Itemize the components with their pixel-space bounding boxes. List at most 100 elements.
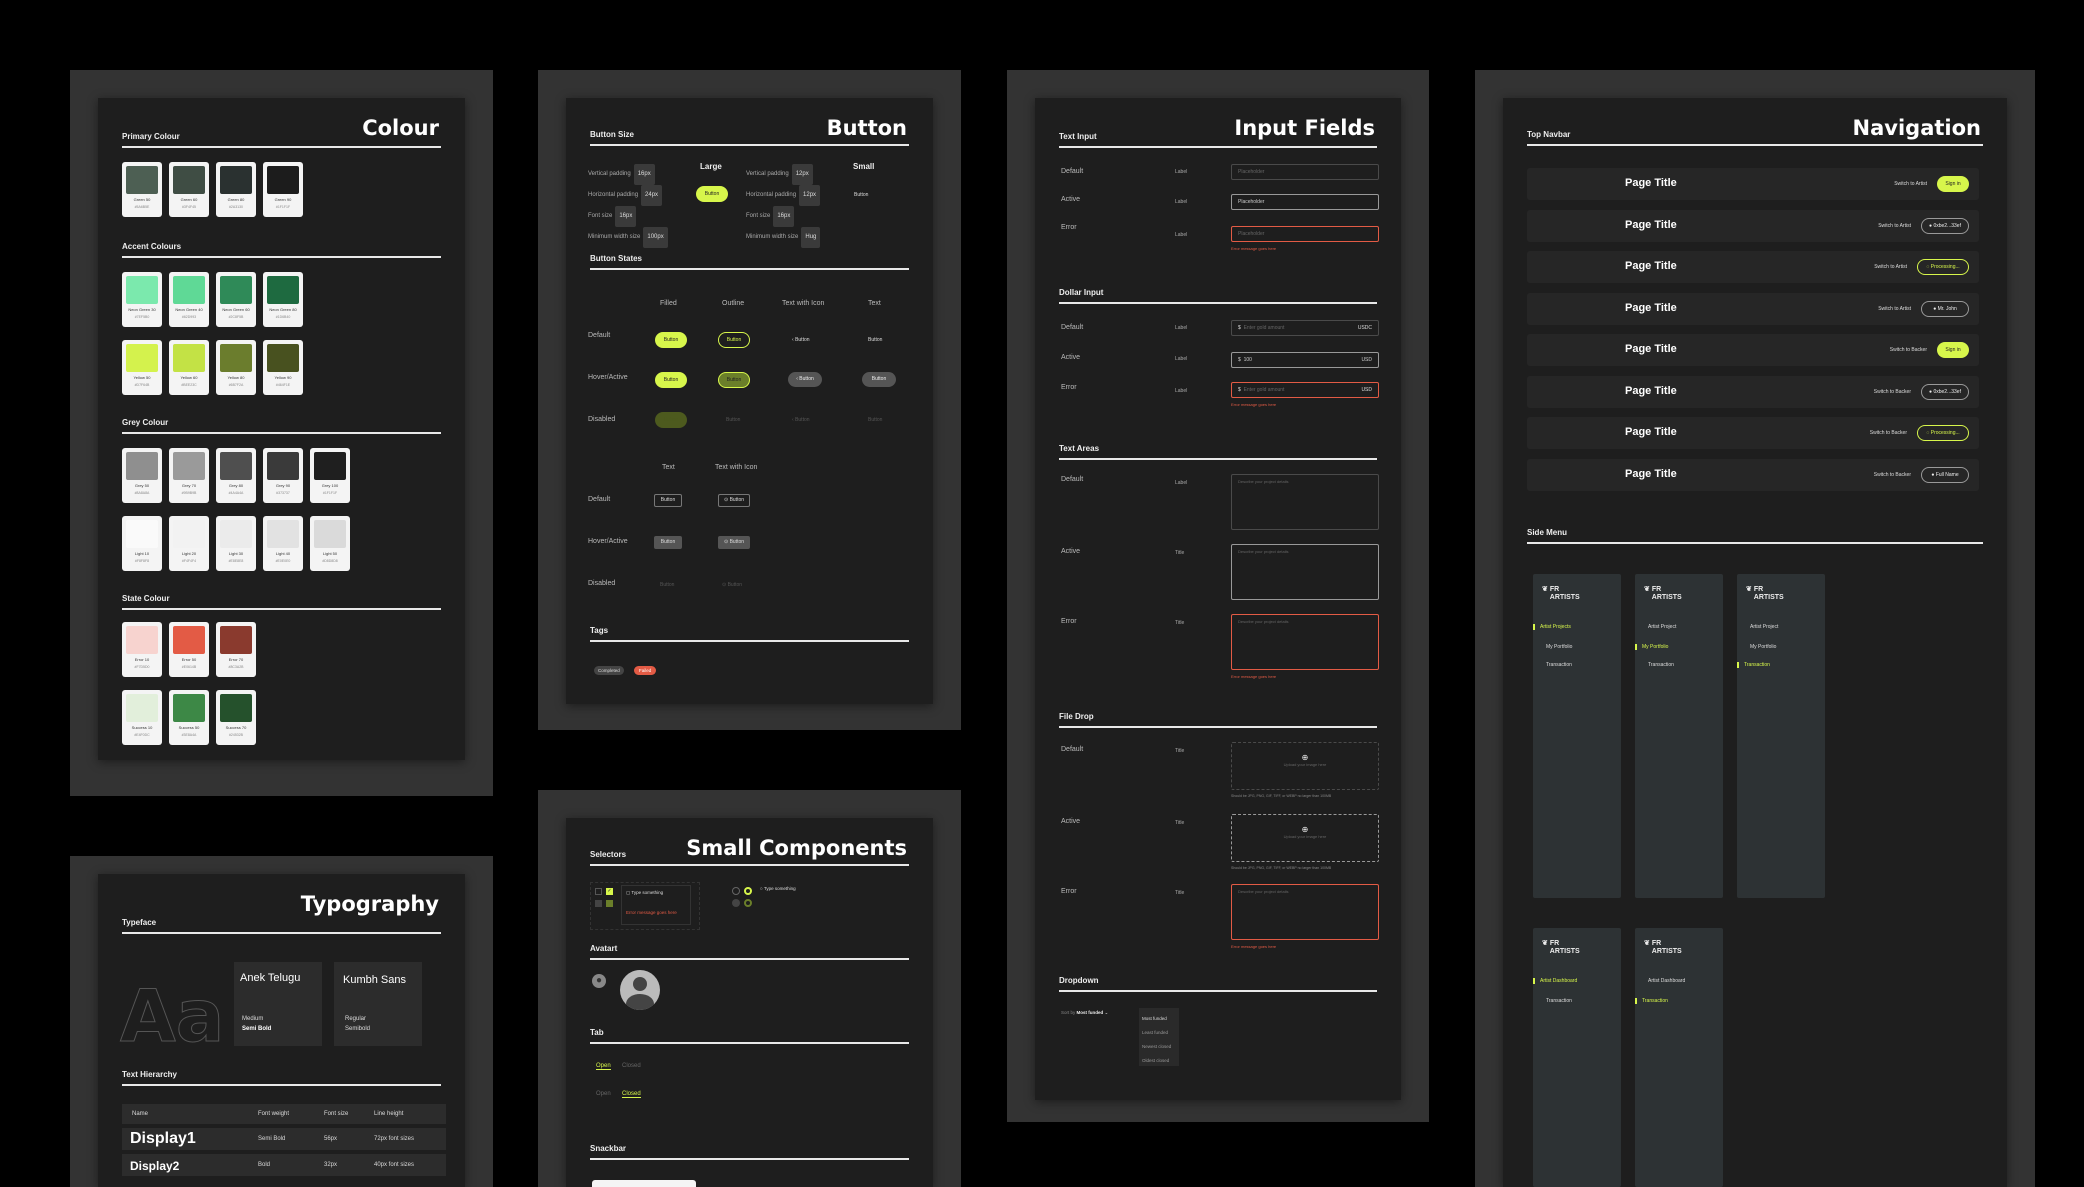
wallet-address-button[interactable]: ● 0xbe2...33ef [1921, 383, 1969, 400]
fd-error-msg: Error message goes here [1231, 944, 1277, 949]
menu-item[interactable]: Artist Project [1648, 624, 1677, 630]
checkbox-checked[interactable]: ✓ [606, 888, 613, 895]
text-hierarchy-heading: Text Hierarchy [122, 1070, 441, 1086]
text-input-error[interactable]: Placeholder [1231, 226, 1379, 242]
navbar-row: Page Title Switch to Backer Sign in [1527, 334, 1979, 366]
textarea-default[interactable]: Describe your project details [1231, 474, 1379, 530]
color-swatch: Grey 100 #1F1F1F [310, 448, 350, 503]
square-icon-hover[interactable]: ⊙ Button [718, 536, 750, 549]
tab-open-active[interactable]: Open [596, 1063, 611, 1070]
switch-role-link[interactable]: Switch to Backer [1873, 471, 1911, 478]
dropdown-trigger[interactable]: Sort by Most funded ⌄ [1061, 1010, 1109, 1015]
textarea-active[interactable]: Describe your project details [1231, 544, 1379, 600]
filled-hover-button[interactable]: Button [655, 372, 687, 388]
menu-item[interactable]: Transaction [1546, 998, 1572, 1004]
text-default-button[interactable]: Button [868, 337, 883, 343]
swatch-hex: #62D993 [181, 315, 197, 319]
processing-button[interactable]: ◌ Processing... [1917, 259, 1969, 275]
sign-in-button[interactable]: Sign in [1937, 176, 1969, 192]
radio-empty[interactable] [732, 887, 740, 895]
menu-item-active[interactable]: Transaction [1737, 662, 1770, 668]
menu-item-active[interactable]: Artist Projects [1533, 624, 1571, 630]
dropdown-option[interactable]: Oldest closed [1142, 1058, 1170, 1063]
switch-role-link[interactable]: Switch to Artist [1878, 305, 1911, 312]
checkbox-empty[interactable] [595, 888, 602, 895]
switch-role-link[interactable]: Switch to Artist [1878, 222, 1911, 229]
font-weight-medium: Medium [242, 1016, 264, 1022]
color-swatch: Grey 80 #4A4A4A [216, 448, 256, 503]
color-swatch: Green 60 #3F4F45 [169, 162, 209, 217]
swatch-name: Light 10 [134, 551, 150, 556]
large-button-sample[interactable]: Button [696, 186, 728, 202]
tab-open[interactable]: Open [596, 1091, 611, 1097]
switch-role-link[interactable]: Switch to Artist [1874, 264, 1907, 270]
file-drop-active[interactable]: ⊕ Upload your image here [1231, 814, 1379, 862]
dollar-input-default[interactable]: $ Enter gold amount USDC [1231, 320, 1379, 336]
text-input-default[interactable]: Placeholder [1231, 164, 1379, 180]
ta-default: Default [1061, 476, 1084, 483]
swatch-name: Error 50 [181, 657, 197, 662]
color-swatch: Yellow 60 #BEE23C [169, 340, 209, 395]
swatch-color [126, 694, 158, 722]
radio-selected[interactable] [744, 887, 752, 895]
file-drop-default[interactable]: ⊕ Upload your image here [1231, 742, 1379, 790]
swatch-hex: #E0614B [181, 665, 197, 669]
swatch-name: Green 90 [274, 197, 292, 202]
icon-default-button[interactable]: ‹ Button [792, 337, 810, 343]
text-input-active[interactable]: Placeholder [1231, 194, 1379, 210]
dropdown-option[interactable]: Least funded [1142, 1030, 1169, 1035]
side-menu-1: ❦ FR ARTISTS Artist Projects My Portfoli… [1533, 574, 1621, 898]
menu-item-active[interactable]: Transaction [1635, 998, 1668, 1004]
tab-closed-active[interactable]: Closed [622, 1091, 641, 1098]
textarea-error[interactable]: Describe your project details [1231, 614, 1379, 670]
tab-closed[interactable]: Closed [622, 1063, 641, 1069]
avatar-icon: ● [1929, 388, 1934, 395]
outline-hover-button[interactable]: Button [718, 372, 750, 388]
menu-item[interactable]: My Portfolio [1546, 644, 1573, 650]
menu-item[interactable]: My Portfolio [1750, 644, 1777, 650]
dropdown-option[interactable]: Most funded [1142, 1016, 1167, 1021]
table-row: Display1 Semi Bold 56px 72px font sizes [122, 1128, 446, 1150]
dollar-input-active[interactable]: $ 100 USD [1231, 352, 1379, 368]
nav-action-label: Sign in [1945, 181, 1961, 187]
menu-item[interactable]: Transaction [1546, 662, 1572, 668]
file-drop-error[interactable]: Describe your project details [1231, 884, 1379, 940]
menu-item-active[interactable]: My Portfolio [1635, 644, 1668, 650]
icon-hover-button[interactable]: ‹ Button [788, 372, 822, 387]
menu-item[interactable]: Artist Project [1750, 624, 1779, 630]
dollar-input-error[interactable]: $ Enter gold amount USD [1231, 382, 1379, 398]
square-icon-default[interactable]: ⊙ Button [718, 494, 750, 507]
filled-default-button[interactable]: Button [655, 332, 687, 348]
swatch-color [173, 276, 205, 304]
processing-button[interactable]: ◌ Processing... [1917, 425, 1969, 441]
fd-active: Active [1061, 818, 1081, 825]
switch-role-link[interactable]: Switch to Backer [1873, 388, 1911, 395]
outline-default-button[interactable]: Button [718, 332, 750, 348]
swatch-color [220, 276, 252, 304]
profile-button[interactable]: ● Mr. John [1921, 300, 1969, 317]
swatch-hex: #1F1F1F [322, 491, 338, 495]
radio-label: ○ Type something [760, 886, 796, 891]
square-text-hover[interactable]: Button [654, 536, 682, 549]
spec-row: Horizontal padding 24px [588, 185, 668, 206]
square-text-default[interactable]: Button [654, 494, 682, 507]
swatch-color [173, 452, 205, 480]
switch-role-link[interactable]: Switch to Backer [1869, 430, 1907, 436]
menu-item[interactable]: Artist Dashboard [1648, 978, 1686, 984]
switch-role-link[interactable]: Switch to Backer [1889, 347, 1927, 353]
profile-button[interactable]: ● Full Name [1921, 466, 1969, 483]
switch-role-link[interactable]: Switch to Artist [1894, 181, 1927, 187]
swatch-hex: #5A6B5E [134, 205, 150, 209]
ta-active: Active [1061, 548, 1081, 555]
menu-item-active[interactable]: Artist Dashboard [1533, 978, 1577, 984]
typeface-heading: Typeface [122, 918, 441, 934]
dropdown-option[interactable]: Newest closed [1142, 1044, 1172, 1049]
checkbox-field[interactable]: ▢ Type something Error message goes here [621, 885, 691, 925]
color-swatch: Green 50 #5A6B5E [122, 162, 162, 217]
row-disabled: Disabled [588, 416, 616, 423]
sign-in-button[interactable]: Sign in [1937, 342, 1969, 358]
small-button-sample[interactable]: Button [854, 192, 869, 198]
text-hover-button[interactable]: Button [862, 372, 896, 387]
menu-item[interactable]: Transaction [1648, 662, 1674, 668]
wallet-address-button[interactable]: ● 0xbe2...33ef [1921, 217, 1969, 234]
